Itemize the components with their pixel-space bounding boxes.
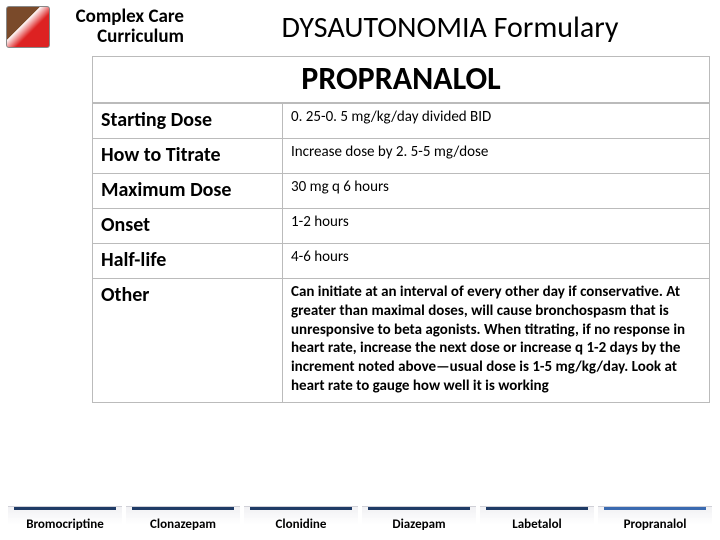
childrens-logo-icon (6, 6, 50, 48)
property-value: 1-2 hours (283, 209, 710, 244)
tab-bromocriptine[interactable]: Bromocriptine (8, 506, 122, 536)
property-value: 0. 25-0. 5 mg/kg/day divided BID (283, 104, 710, 139)
header: Complex Care Curriculum DYSAUTONOMIA For… (0, 0, 720, 54)
property-label: Other (93, 279, 283, 403)
logo-line2: Curriculum (97, 25, 184, 48)
drug-tabs: BromocriptineClonazepamClonidineDiazepam… (0, 500, 720, 540)
table-row: OtherCan initiate at an interval of ever… (93, 279, 710, 403)
property-label: Half-life (93, 244, 283, 279)
property-label: Onset (93, 209, 283, 244)
property-label: How to Titrate (93, 139, 283, 174)
property-value: 4-6 hours (283, 244, 710, 279)
logo-block: Complex Care Curriculum (0, 6, 190, 48)
tab-clonazepam[interactable]: Clonazepam (126, 506, 240, 536)
curriculum-title: Complex Care Curriculum (54, 7, 190, 47)
drug-properties-table: Starting Dose0. 25-0. 5 mg/kg/day divide… (92, 103, 710, 403)
table-row: Maximum Dose30 mg q 6 hours (93, 174, 710, 209)
tab-clonidine[interactable]: Clonidine (244, 506, 358, 536)
tab-labetalol[interactable]: Labetalol (480, 506, 594, 536)
table-row: Onset1-2 hours (93, 209, 710, 244)
property-value: Increase dose by 2. 5-5 mg/dose (283, 139, 710, 174)
property-label: Starting Dose (93, 104, 283, 139)
table-row: Half-life4-6 hours (93, 244, 710, 279)
property-value: Can initiate at an interval of every oth… (283, 279, 710, 403)
drug-name-bar: PROPRANALOL (92, 56, 710, 103)
tab-propranalol[interactable]: Propranalol (598, 506, 712, 536)
tab-diazepam[interactable]: Diazepam (362, 506, 476, 536)
table-row: Starting Dose0. 25-0. 5 mg/kg/day divide… (93, 104, 710, 139)
property-label: Maximum Dose (93, 174, 283, 209)
property-value: 30 mg q 6 hours (283, 174, 710, 209)
table-row: How to TitrateIncrease dose by 2. 5-5 mg… (93, 139, 710, 174)
page-title: DYSAUTONOMIA Formulary (190, 9, 720, 46)
